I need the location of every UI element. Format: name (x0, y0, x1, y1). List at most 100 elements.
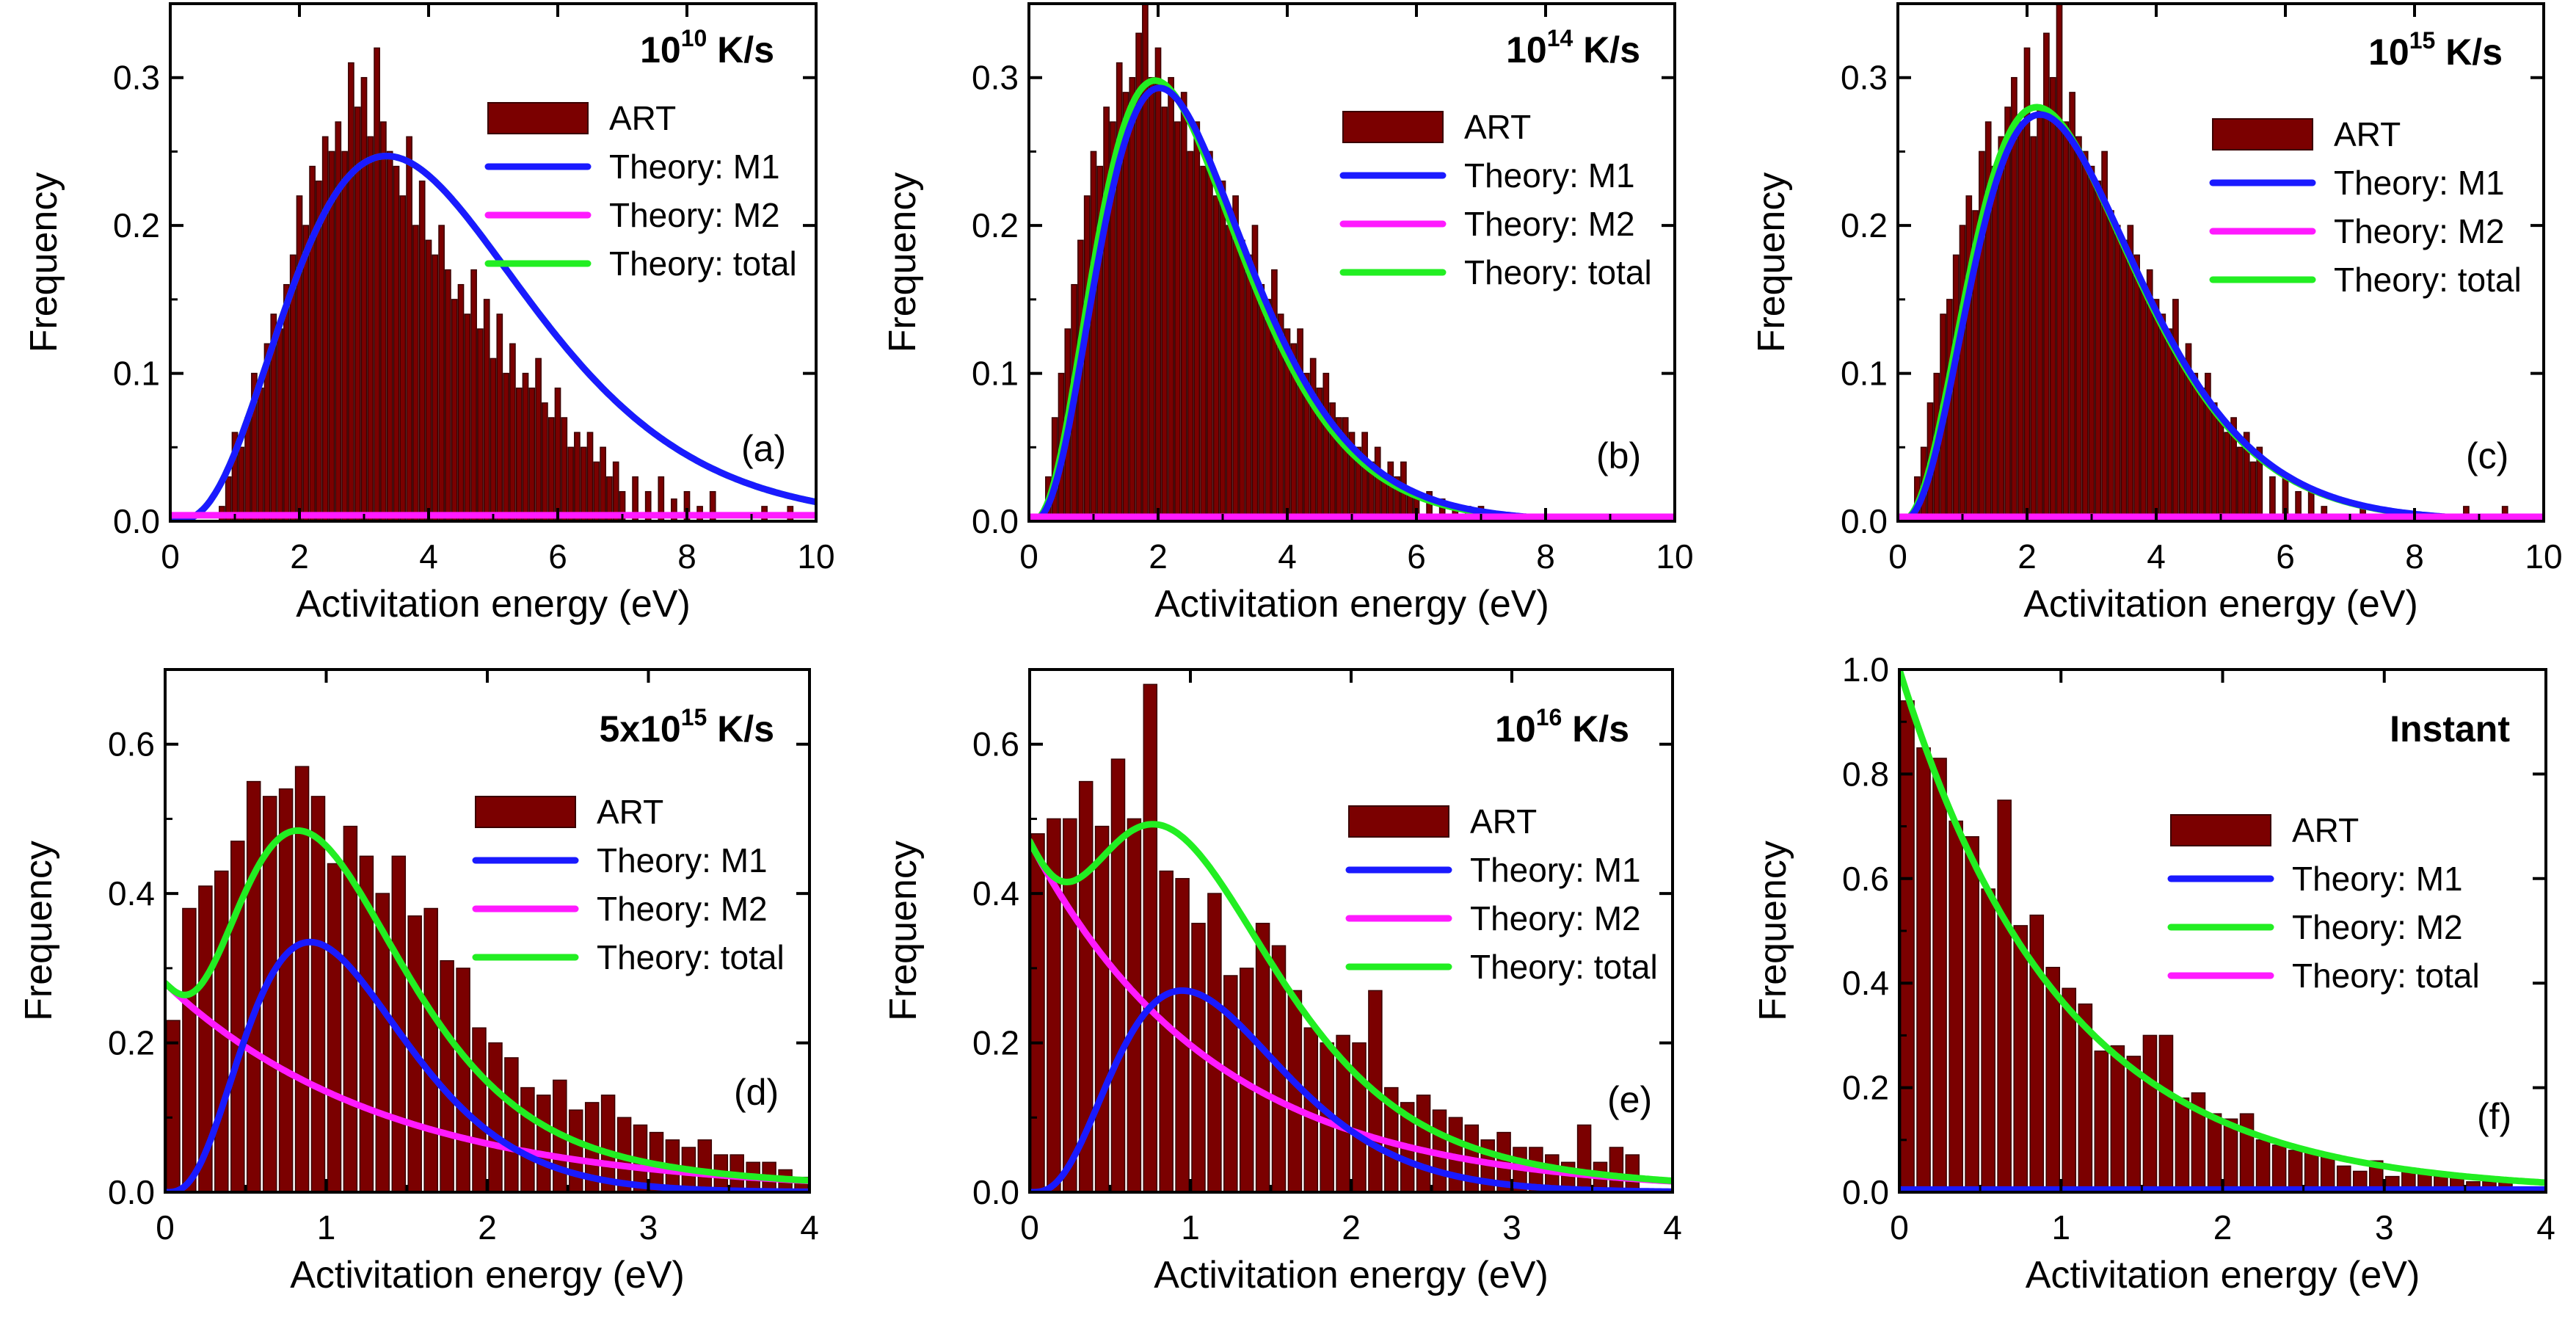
histogram-bar (2126, 1056, 2142, 1192)
histogram-bar (1110, 121, 1116, 521)
histogram-bar (2205, 372, 2211, 521)
x-tick-label: 3 (639, 1208, 658, 1247)
curve-theory-total (1030, 821, 1673, 1184)
histogram-bar (2030, 136, 2037, 521)
histogram-bar (522, 372, 529, 521)
legend-label: ART (2334, 115, 2401, 153)
histogram-bar (464, 313, 471, 521)
histogram-bar (1245, 254, 1252, 521)
histogram-bar (2142, 1034, 2158, 1192)
histogram-bar (2158, 1034, 2174, 1192)
histogram-bar (321, 136, 329, 521)
histogram-bar (2095, 180, 2102, 521)
histogram-bar (2110, 1045, 2125, 1192)
y-tick-label: 0.4 (972, 874, 1019, 913)
legend-label: Theory: total (609, 244, 797, 283)
x-tick-label: 0 (156, 1208, 175, 1247)
histogram-bar (477, 328, 484, 521)
curve-theory-total (165, 827, 809, 1184)
histogram-bar (2094, 1051, 2109, 1192)
y-tick-label: 0.0 (108, 1173, 155, 1211)
histogram-bar (354, 106, 361, 521)
histogram-bar (2271, 1144, 2287, 1192)
histogram-bar (2239, 1113, 2255, 1192)
histogram-bar (440, 959, 454, 1192)
panel-title: 1015 K/s (2368, 27, 2503, 73)
histogram-bar (709, 490, 716, 521)
histogram-bar (2017, 121, 2024, 521)
histogram-bar (490, 358, 497, 521)
histogram-bar (2146, 269, 2153, 521)
axes: 0 1 2 3 4 0.0 0.2 0.4 0.6 Activitation energy (eV… (882, 668, 1682, 1296)
histogram-bar (1316, 387, 1323, 521)
histogram-bar (2178, 358, 2186, 521)
histogram-bar (567, 446, 574, 521)
histogram-bar (2075, 136, 2082, 521)
panel-letter: (b) (1596, 435, 1641, 476)
curve-theory-m2 (1899, 670, 2546, 1186)
histogram-bar (1979, 150, 1985, 521)
x-tick-label: 1 (1181, 1208, 1200, 1247)
legend: ART Theory: M1 Theory: M2 Theory: total (2167, 811, 2480, 995)
x-tick-label: 10 (2525, 537, 2562, 576)
x-tick-label: 4 (1278, 537, 1297, 576)
legend-label: Theory: M2 (597, 890, 768, 928)
x-tick-label: 0 (1020, 1208, 1039, 1247)
x-tick-label: 2 (2213, 1208, 2233, 1247)
chart-panel-a: 0 2 4 6 8 10 0.0 0.1 0.2 0.3 Activitation energy (… (23, 2, 835, 625)
panel-title-exponent: 16 (1536, 704, 1562, 730)
histogram-bar (341, 150, 348, 521)
histogram-bar (1180, 92, 1187, 521)
histogram-bar (1129, 76, 1136, 521)
histogram-bar (1090, 150, 1097, 521)
histogram-bar (1083, 195, 1091, 521)
histogram-bar (283, 283, 290, 521)
histogram-bar (1284, 328, 1291, 521)
panel-title-unit: K/s (2435, 32, 2503, 73)
histogram-bar (2108, 210, 2114, 521)
histogram-bar (535, 358, 542, 521)
x-tick-label: 2 (1149, 537, 1168, 576)
histogram-bar (1416, 1095, 1431, 1192)
panel-letter: (d) (734, 1072, 779, 1113)
histogram-bar (2069, 92, 2075, 521)
histogram-bar (2037, 106, 2043, 521)
histogram-bar (1952, 254, 1960, 521)
histogram-bar (2140, 283, 2147, 521)
histogram-bar (1232, 195, 1239, 521)
x-tick-label: 2 (1342, 1208, 1361, 1247)
histogram-bar (386, 150, 393, 521)
histogram-bar (568, 1109, 583, 1192)
histogram-bar (425, 239, 432, 521)
histogram-bar (1965, 836, 1979, 1192)
panel-title-exponent: 15 (2409, 27, 2436, 54)
legend-label: Theory: M1 (609, 148, 780, 186)
histogram-bar (289, 254, 296, 521)
histogram-bar (1981, 888, 1995, 1192)
legend-label: Theory: M1 (2334, 164, 2505, 202)
histogram-bar (2172, 299, 2179, 521)
legend: ART Theory: M1 Theory: M2 Theory: total (472, 793, 785, 976)
legend-swatch-art (2212, 118, 2313, 150)
histogram-bar (1258, 283, 1265, 521)
legend: ART Theory: M1 Theory: M2 Theory: total (2209, 115, 2522, 299)
legend-swatch-art (2170, 814, 2271, 846)
x-axis-label: Activitation energy (eV) (2026, 1254, 2420, 1296)
histogram-bar (488, 1042, 503, 1192)
plot-area (1029, 4, 1675, 521)
histogram-bar (327, 863, 342, 1192)
panel-title-base: 10 (1495, 708, 1536, 750)
histogram-bar (2043, 32, 2050, 521)
histogram-bar (1219, 180, 1226, 521)
histogram-bar (600, 446, 606, 521)
panel-title-base: 10 (1506, 29, 1547, 70)
y-tick-label: 0.0 (972, 502, 1019, 540)
histogram-bar (509, 343, 516, 521)
plot-area (170, 47, 816, 521)
histogram-bar (1078, 780, 1094, 1192)
x-tick-label: 4 (800, 1208, 819, 1247)
histogram-bar (1030, 833, 1045, 1192)
x-tick-label: 8 (1536, 537, 1555, 576)
x-tick-label: 1 (2051, 1208, 2070, 1247)
legend-label: Theory: total (1470, 948, 1658, 986)
